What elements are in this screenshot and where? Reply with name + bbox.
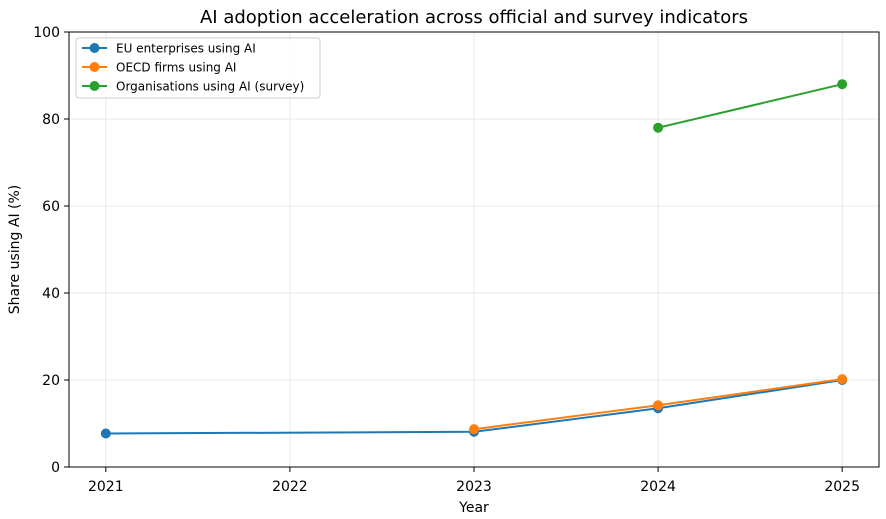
- legend-item: Organisations using AI (survey): [82, 80, 304, 94]
- series-1: [469, 374, 848, 435]
- y-axis-label: Share using AI (%): [7, 185, 23, 315]
- y-tick-label: 40: [42, 286, 60, 302]
- data-point: [653, 400, 664, 411]
- series-layer: [100, 79, 848, 439]
- legend-swatch-marker: [89, 62, 100, 72]
- legend-swatch-marker: [89, 81, 100, 91]
- y-tick-label: 20: [42, 373, 60, 389]
- legend-item: OECD firms using AI: [82, 61, 236, 75]
- legend-label: OECD firms using AI: [116, 61, 236, 75]
- x-tick-label: 2021: [88, 479, 124, 495]
- series-2: [653, 79, 848, 133]
- legend-label: Organisations using AI (survey): [116, 80, 304, 94]
- data-point: [837, 374, 848, 385]
- y-axis: 0 20 40 60 80 100: [33, 25, 69, 476]
- legend-label: EU enterprises using AI: [116, 42, 256, 56]
- x-tick-label: 2025: [824, 479, 860, 495]
- x-axis-label: Year: [458, 500, 489, 516]
- y-tick-label: 80: [42, 112, 60, 128]
- data-point: [837, 79, 848, 90]
- series-line: [657, 83, 843, 129]
- data-point: [469, 424, 479, 435]
- legend-swatch-marker: [89, 43, 100, 53]
- legend: EU enterprises using AI OECD firms using …: [75, 37, 321, 99]
- chart-title: AI adoption acceleration across official…: [200, 7, 748, 28]
- legend-box: [75, 37, 321, 99]
- x-tick-label: 2023: [456, 479, 492, 495]
- series-line: [105, 379, 843, 435]
- x-tick-label: 2024: [640, 479, 676, 495]
- x-axis: 2021 2022 2023 2024 2025: [88, 467, 860, 495]
- x-tick-label: 2022: [272, 479, 308, 495]
- y-tick-label: 60: [42, 199, 60, 215]
- y-tick-label: 0: [51, 460, 60, 476]
- y-tick-label: 100: [33, 25, 60, 41]
- data-point: [653, 122, 664, 133]
- legend-item: EU enterprises using AI: [82, 42, 256, 56]
- data-point: [100, 428, 111, 439]
